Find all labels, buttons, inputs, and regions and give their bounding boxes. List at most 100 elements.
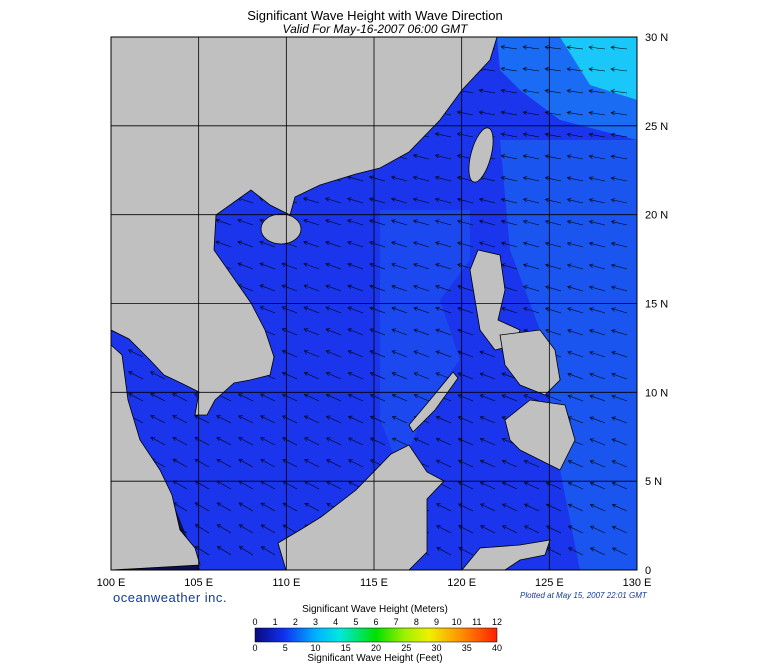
wave-arrow bbox=[303, 240, 320, 248]
wave-arrow bbox=[589, 503, 606, 512]
lat-label: 20 N bbox=[645, 210, 668, 222]
wave-arrow bbox=[588, 89, 606, 94]
wave-arrow bbox=[413, 263, 430, 270]
wave-arrow bbox=[457, 241, 474, 248]
meter-tick-label: 10 bbox=[452, 617, 462, 627]
wave-arrow bbox=[588, 67, 606, 72]
wave-arrow bbox=[390, 175, 408, 182]
wave-arrow bbox=[303, 306, 320, 314]
wave-arrow bbox=[568, 547, 584, 556]
wave-arrow bbox=[128, 349, 144, 358]
wave-arrow bbox=[523, 285, 540, 292]
wave-arrow bbox=[501, 481, 518, 490]
wave-arrow bbox=[456, 175, 474, 182]
land-mindanao bbox=[504, 399, 576, 471]
wave-arrow bbox=[325, 415, 342, 424]
wave-arrow bbox=[566, 263, 584, 270]
wave-arrow bbox=[282, 502, 298, 512]
lat-label: 10 N bbox=[645, 387, 668, 399]
wave-arrow bbox=[128, 371, 144, 380]
wave-arrow bbox=[391, 306, 408, 314]
wave-arrow bbox=[259, 262, 276, 270]
wave-arrow bbox=[567, 307, 584, 314]
wave-arrow bbox=[412, 197, 430, 204]
wave-arrow bbox=[368, 175, 386, 182]
wave-arrow bbox=[523, 459, 540, 468]
wave-arrow bbox=[589, 438, 606, 446]
meter-tick-label: 6 bbox=[373, 617, 378, 627]
wave-arrow bbox=[347, 197, 364, 204]
wave-arrow bbox=[347, 328, 364, 336]
wave-arrow bbox=[303, 415, 320, 424]
wave-arrow bbox=[523, 307, 540, 314]
wave-arrow bbox=[435, 263, 452, 270]
wave-arrow bbox=[325, 393, 342, 402]
wave-arrow bbox=[237, 218, 254, 226]
wave-arrow bbox=[610, 285, 628, 292]
land-sulawesi bbox=[461, 539, 551, 570]
wave-arrow bbox=[304, 459, 320, 468]
wave-arrow bbox=[436, 503, 452, 512]
wave-arrow bbox=[260, 546, 276, 556]
wave-arrow bbox=[238, 437, 254, 446]
wave-arrow bbox=[567, 285, 584, 292]
wave-arrow bbox=[479, 241, 496, 248]
wave-arrow bbox=[610, 132, 628, 138]
feet-tick-label: 30 bbox=[431, 643, 441, 653]
wave-arrow bbox=[413, 241, 430, 248]
wave-arrow bbox=[522, 154, 540, 160]
wave-arrow bbox=[434, 175, 452, 182]
wave-arrow bbox=[435, 284, 452, 292]
wave-arrow bbox=[260, 437, 276, 446]
wave-arrow bbox=[216, 415, 232, 424]
wave-arrow bbox=[369, 284, 386, 292]
wave-arrow bbox=[567, 460, 584, 468]
graticule bbox=[111, 37, 637, 570]
wave-arrow bbox=[369, 197, 386, 204]
wave-arrow bbox=[435, 219, 452, 226]
wave-arrow bbox=[391, 241, 408, 248]
wave-arrow bbox=[391, 437, 408, 446]
wave-arrow bbox=[456, 132, 474, 138]
wave-arrow bbox=[347, 393, 364, 402]
wave-arrow bbox=[457, 394, 474, 402]
wave-arrow bbox=[544, 45, 562, 50]
wave-arrow bbox=[567, 481, 584, 490]
wave-arrow bbox=[457, 350, 474, 358]
wave-arrow bbox=[457, 285, 474, 292]
sea-band bbox=[500, 140, 637, 570]
wave-arrow bbox=[479, 481, 496, 490]
wave-arrow bbox=[347, 241, 364, 248]
wave-arrow bbox=[260, 502, 276, 512]
wave-arrow bbox=[567, 372, 584, 380]
wave-arrow bbox=[522, 197, 540, 204]
wave-arrow bbox=[567, 329, 584, 336]
wave-arrow bbox=[216, 546, 232, 556]
wave-arrow bbox=[194, 546, 210, 556]
meter-tick-label: 0 bbox=[252, 617, 257, 627]
wave-arrow bbox=[238, 546, 254, 556]
wave-arrow bbox=[435, 416, 452, 424]
wave-arrow bbox=[566, 154, 584, 160]
lat-label: 15 N bbox=[645, 299, 668, 311]
wave-arrow bbox=[588, 263, 606, 270]
wave-arrow bbox=[522, 132, 540, 138]
wave-arrow bbox=[545, 307, 562, 314]
wave-arrow bbox=[435, 459, 452, 468]
wave-arrow bbox=[500, 45, 518, 50]
wave-arrow bbox=[611, 460, 628, 468]
wave-arrow bbox=[457, 328, 474, 336]
wave-arrow bbox=[238, 502, 254, 512]
wave-arrow bbox=[348, 459, 364, 468]
wave-arrow bbox=[500, 66, 518, 72]
wave-arrow bbox=[544, 110, 562, 116]
wave-arrow bbox=[413, 284, 430, 292]
colorbar-ticks: 0 1 2 3 4 5 6 7 8 9 10 11 120 5 10 15 20 25 30 35 40 bbox=[252, 617, 502, 653]
wave-arrow bbox=[611, 525, 628, 534]
wave-arrow bbox=[369, 241, 386, 248]
wave-arrow bbox=[325, 240, 342, 248]
lon-label: 125 E bbox=[535, 577, 564, 589]
subtitle: Valid For May-16-2007 06:00 GMT bbox=[283, 22, 470, 36]
wave-arrow bbox=[545, 328, 562, 336]
sea-band bbox=[380, 210, 470, 470]
